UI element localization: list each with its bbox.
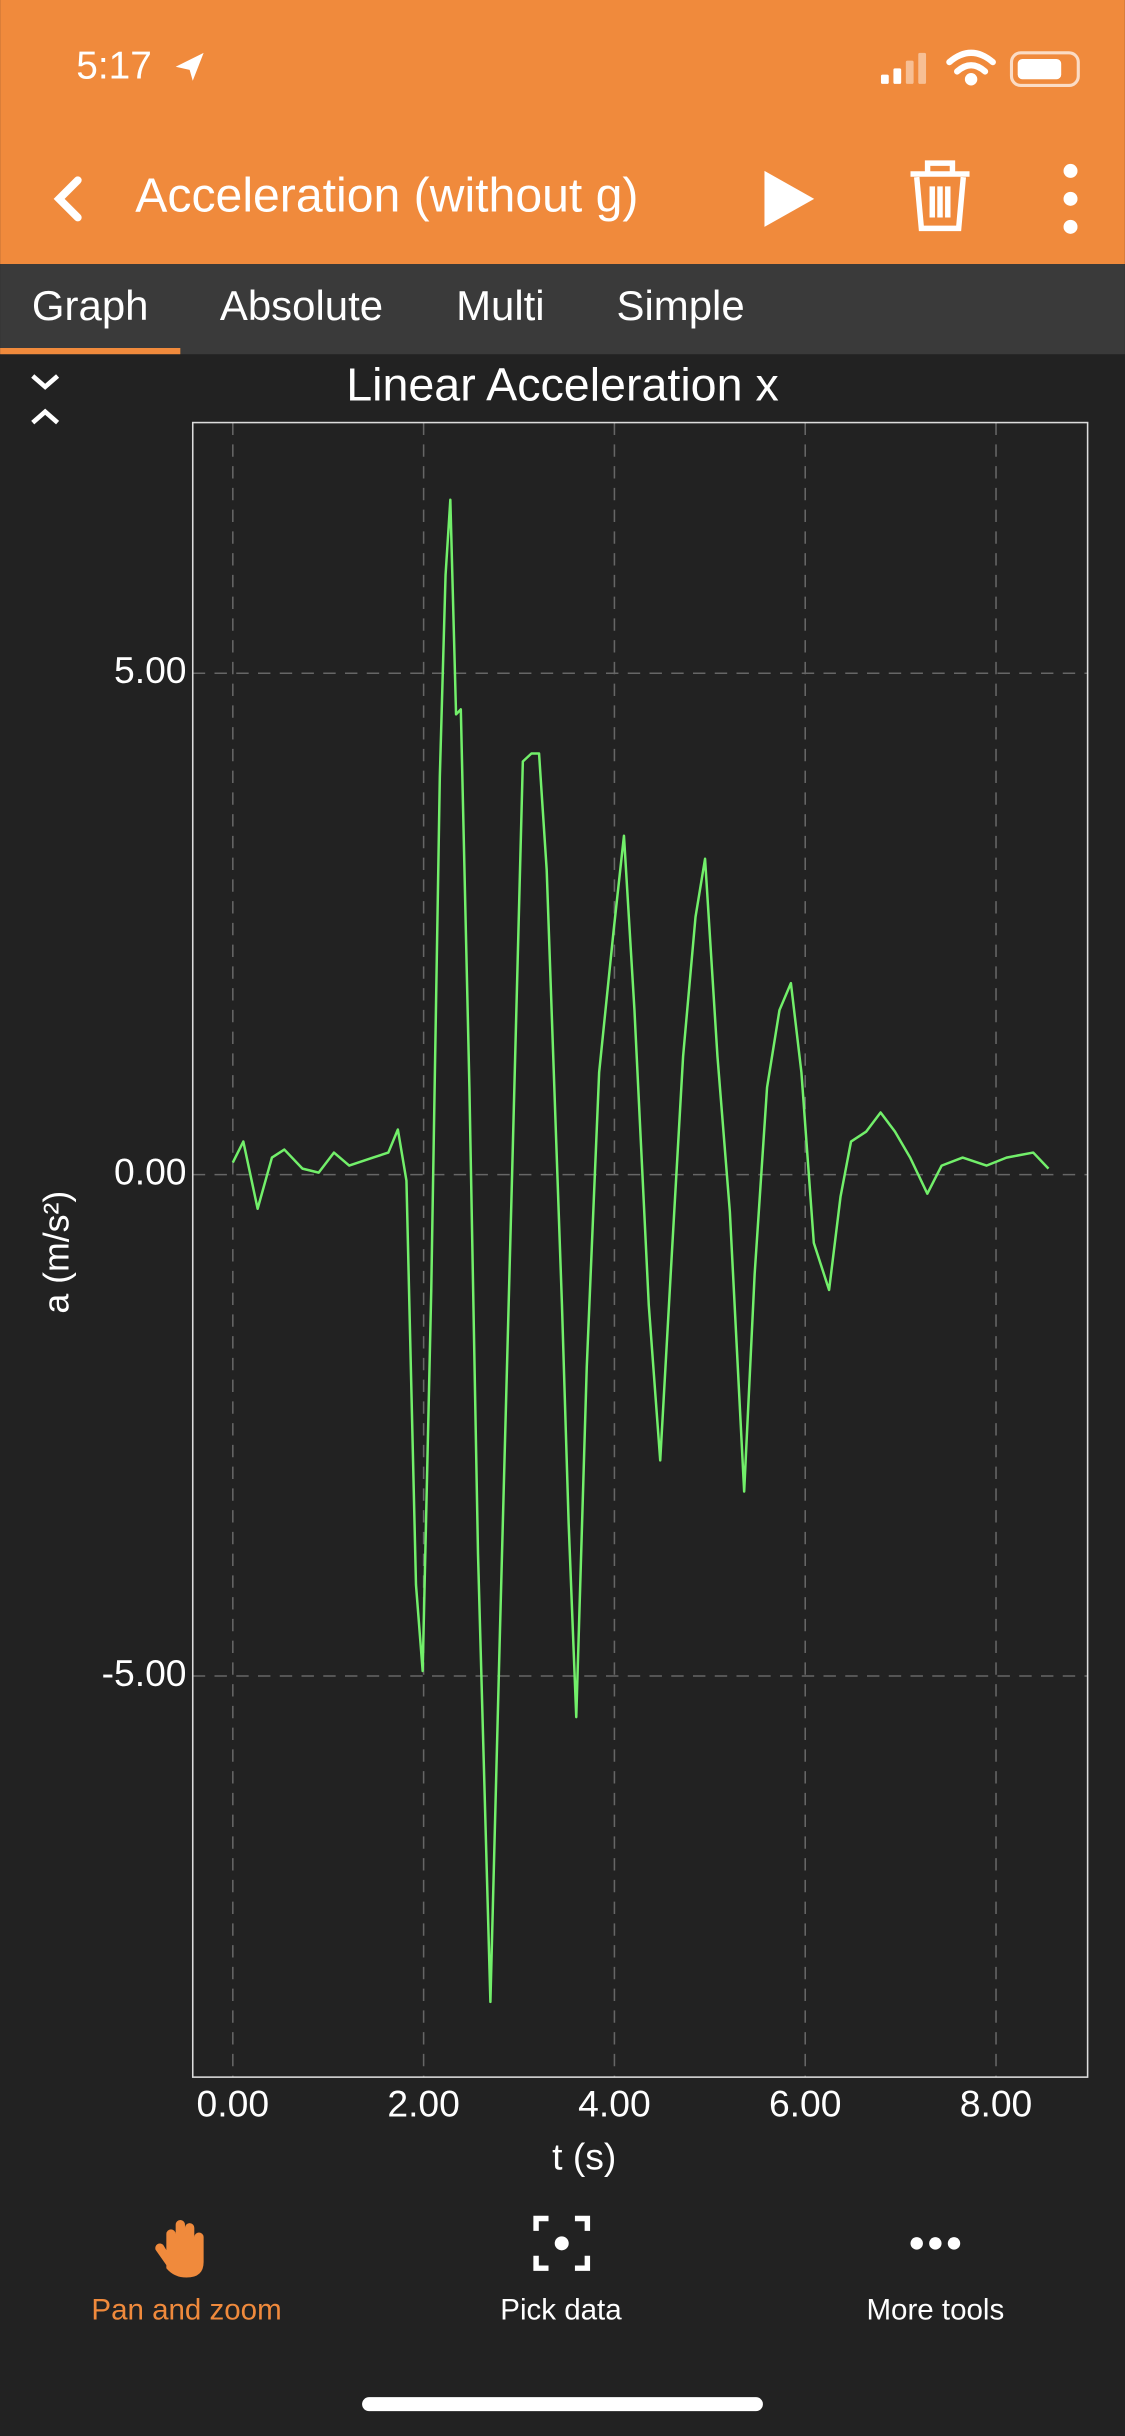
y-tick-label: 0.00	[114, 1150, 187, 1192]
back-button[interactable]	[53, 176, 82, 222]
y-tick-label: 5.00	[114, 649, 187, 691]
home-indicator	[362, 2397, 763, 2412]
active-tab-indicator	[0, 348, 181, 355]
collapse-button[interactable]	[31, 374, 60, 425]
tab[interactable]: Simple	[616, 282, 744, 329]
wifi-icon	[946, 49, 996, 86]
more-tools-icon[interactable]	[910, 2237, 961, 2250]
tab[interactable]: Graph	[32, 282, 149, 329]
y-tick-label: -5.00	[102, 1652, 187, 1694]
toolbar-label[interactable]: Pan and zoom	[91, 2294, 281, 2327]
tabs: Graph Absolute Multi Simple	[32, 282, 745, 329]
toolbar-label[interactable]: Pick data	[500, 2294, 622, 2327]
toolbar: Pan and zoom Pick data More tools	[91, 2294, 1004, 2327]
signal-icon	[880, 52, 927, 84]
pick-data-icon[interactable]	[533, 2215, 591, 2271]
plot-frame	[191, 421, 1089, 2078]
x-tick-label: 8.00	[960, 2082, 1033, 2124]
play-button[interactable]	[764, 170, 815, 227]
x-axis-label: t (s)	[552, 2135, 616, 2177]
delete-button[interactable]	[910, 160, 970, 232]
battery-level	[1017, 59, 1062, 80]
tab[interactable]: Multi	[456, 282, 545, 329]
tab-bar	[0, 264, 1125, 355]
plot: -5.00 0.00 5.00 0.00 2.00 4.00 6.00 8.00	[102, 422, 1088, 2124]
x-tick-label: 2.00	[387, 2082, 460, 2124]
header-title: Acceleration (without g)	[135, 169, 638, 223]
menu-button[interactable]	[1063, 163, 1078, 234]
status-time: 5:17	[76, 45, 152, 88]
battery-icon	[1009, 51, 1080, 87]
x-tick-label: 0.00	[197, 2082, 270, 2124]
chart-title: Linear Acceleration x	[346, 359, 779, 411]
x-tick-label: 4.00	[578, 2082, 651, 2124]
header-bar	[0, 0, 1125, 265]
pan-zoom-icon[interactable]	[155, 2220, 204, 2278]
x-tick-label: 6.00	[769, 2082, 842, 2124]
location-icon	[175, 52, 204, 81]
data-line	[231, 498, 1050, 2004]
tab[interactable]: Absolute	[220, 282, 383, 329]
toolbar-label[interactable]: More tools	[866, 2294, 1004, 2327]
y-axis-label: a (m/s²)	[37, 1191, 77, 1314]
